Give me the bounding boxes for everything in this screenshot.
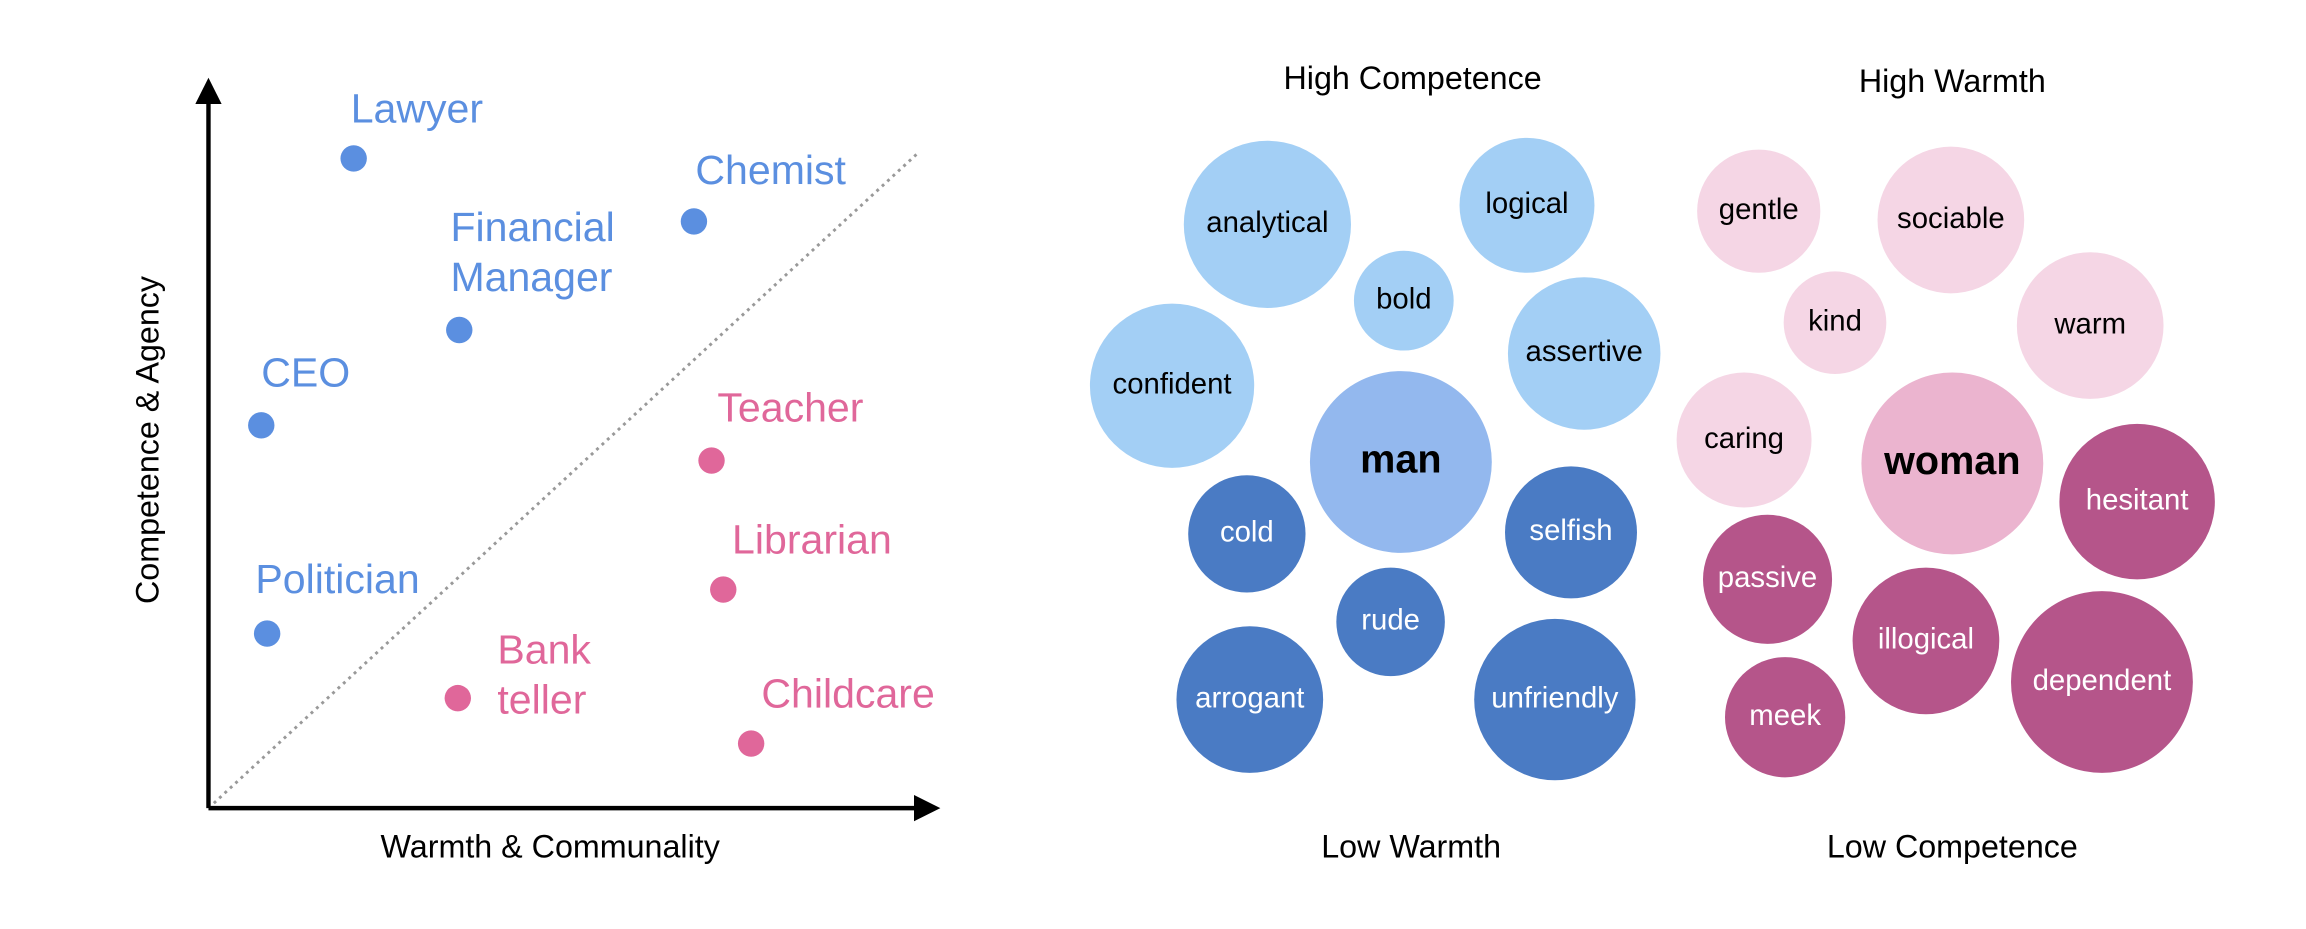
occupation-dot: [698, 447, 725, 474]
occupation-dot: [248, 412, 275, 439]
word-label: gentle: [1719, 193, 1799, 226]
word-label: rude: [1361, 604, 1420, 637]
occupation-label: Childcare: [761, 671, 934, 717]
word-label: analytical: [1206, 206, 1328, 239]
word-label: meek: [1749, 699, 1821, 732]
word-label: passive: [1718, 561, 1817, 594]
occupation-dot: [253, 620, 281, 647]
word-bubble: [1474, 618, 1636, 781]
word-bubble: [1697, 149, 1821, 273]
word-label: hesitant: [2086, 483, 2189, 516]
word-label: caring: [1704, 422, 1784, 455]
center-label: man: [1360, 437, 1441, 481]
word-bubble: [1505, 466, 1637, 599]
x-axis-label: Warmth & Communality: [381, 829, 721, 865]
y-axis-label: Competence & Agency: [129, 275, 165, 604]
word-bubble: [1507, 277, 1661, 430]
word-label: sociable: [1897, 202, 2005, 235]
occupation-label: Librarian: [732, 517, 892, 563]
word-label: kind: [1808, 304, 1862, 337]
occupation-dot: [737, 730, 765, 757]
occupation-label: Lawyer: [351, 85, 483, 131]
word-label: selfish: [1529, 514, 1612, 547]
word-label: logical: [1485, 187, 1568, 220]
occupation-label: Bank: [497, 627, 591, 673]
occupation-label: Chemist: [695, 147, 846, 193]
occupation-label: Teacher: [717, 385, 863, 431]
occupation-dot: [444, 684, 471, 712]
word-label: illogical: [1878, 623, 1974, 656]
cluster-top-label: High Competence: [1284, 60, 1542, 96]
center-bubble: [1861, 372, 2044, 555]
word-label: cold: [1220, 516, 1274, 549]
occupation-dot: [710, 576, 737, 603]
cluster-top-label: High Warmth: [1859, 63, 2046, 99]
occupation-dot: [340, 145, 367, 172]
word-label: arrogant: [1195, 681, 1304, 714]
word-bubble: [2059, 423, 2215, 580]
cluster-bottom-label: Low Competence: [1827, 829, 2078, 865]
word-bubble: [1188, 475, 1306, 593]
word-label: warm: [2053, 307, 2126, 340]
cluster-bottom-label: Low Warmth: [1321, 829, 1501, 865]
occupation-label: CEO: [261, 349, 350, 395]
occupation-dot: [446, 316, 473, 344]
occupation-dot: [680, 208, 708, 235]
word-bubble: [1089, 303, 1255, 468]
word-bubble: [1183, 140, 1351, 308]
word-label: confident: [1113, 367, 1232, 400]
word-bubble: [1353, 250, 1454, 351]
occupation-label: Manager: [450, 254, 612, 300]
word-label: dependent: [2033, 664, 2172, 697]
occupation-label: Politician: [255, 556, 419, 602]
word-bubble: [1703, 514, 1833, 644]
occupation-label: teller: [497, 676, 586, 722]
word-bubble: [1336, 567, 1445, 677]
center-bubble: [1309, 371, 1492, 553]
word-bubble: [1852, 567, 2000, 715]
word-bubble: [1676, 372, 1812, 508]
word-bubble: [1459, 137, 1595, 273]
word-bubble: [1783, 271, 1887, 374]
word-label: unfriendly: [1491, 681, 1619, 714]
word-bubble: [1877, 146, 2025, 294]
center-label: woman: [1883, 439, 2020, 483]
word-bubble: [2016, 252, 2164, 399]
word-bubble: [1725, 657, 1846, 778]
word-bubble: [2011, 591, 2193, 773]
word-bubble: [1176, 626, 1324, 773]
word-label: assertive: [1526, 335, 1643, 368]
occupation-label: Financial: [450, 204, 614, 250]
word-label: bold: [1376, 282, 1431, 315]
